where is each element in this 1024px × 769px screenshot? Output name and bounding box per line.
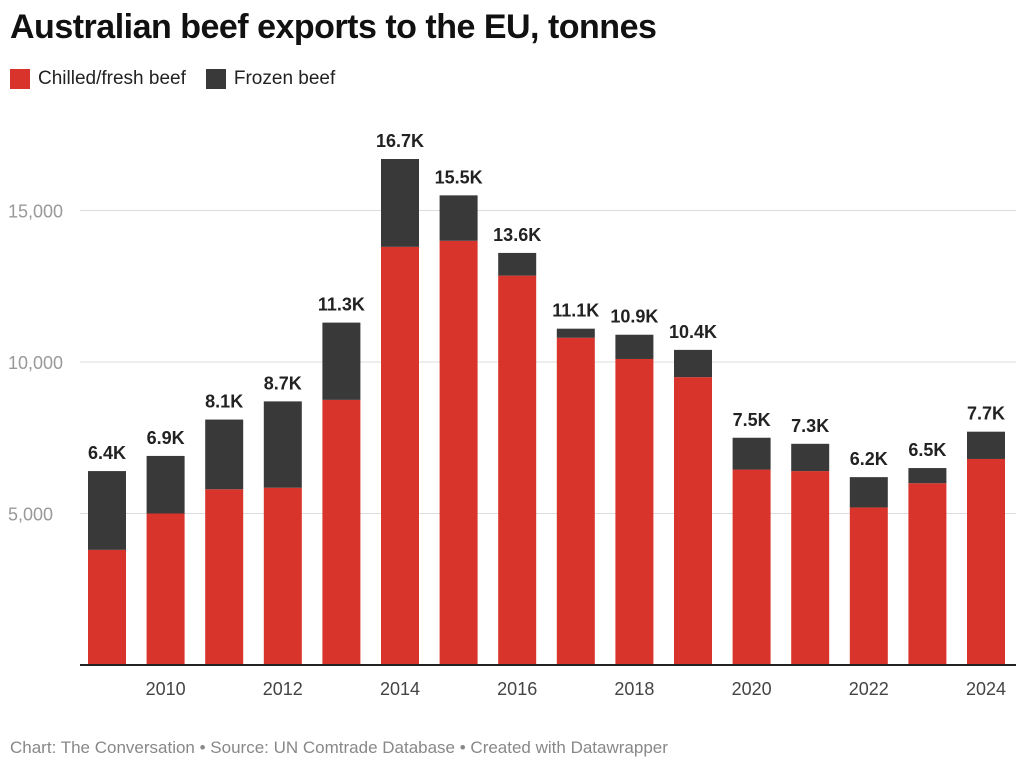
bar-frozen (88, 471, 126, 550)
total-data-label: 11.3K (318, 295, 365, 315)
bar-chilled (908, 483, 947, 665)
y-tick-label: 15,000 (8, 202, 63, 222)
x-tick-label: 2010 (146, 679, 186, 699)
bar-frozen (674, 349, 712, 378)
total-data-label: 6.9K (147, 428, 185, 448)
x-tick-label: 2014 (380, 679, 420, 699)
bar-frozen (439, 195, 478, 241)
bar-frozen (908, 468, 947, 484)
bar-chilled (849, 507, 888, 665)
bar-frozen (263, 401, 302, 488)
bar-chilled (615, 358, 654, 665)
total-data-label: 6.4K (88, 443, 126, 463)
bar-frozen (967, 431, 1005, 459)
total-data-label: 6.2K (850, 449, 888, 469)
x-tick-label: 2024 (966, 679, 1006, 699)
total-data-label: 10.9K (610, 307, 658, 327)
bar-chilled (146, 513, 185, 665)
legend-item-frozen: Frozen beef (205, 68, 336, 90)
bar-chilled (674, 377, 712, 665)
total-data-label: 15.5K (435, 167, 483, 187)
total-data-label: 16.7K (376, 131, 424, 151)
bar-chilled (381, 246, 419, 666)
legend-item-chilled: Chilled/fresh beef (10, 68, 186, 90)
bar-chilled (263, 487, 302, 665)
bar-chilled (205, 489, 244, 665)
total-data-label: 8.7K (264, 373, 302, 393)
bar-chilled (791, 471, 830, 665)
bar-chilled (967, 458, 1005, 665)
bar-frozen (322, 322, 361, 400)
bar-chilled (732, 469, 771, 665)
bar-frozen (381, 158, 419, 247)
legend-label-chilled: Chilled/fresh beef (38, 68, 186, 89)
x-tick-label: 2022 (849, 679, 889, 699)
y-tick-label: 10,000 (8, 353, 63, 373)
legend: Chilled/fresh beef Frozen beef (10, 68, 355, 90)
total-data-label: 7.5K (733, 410, 771, 430)
x-tick-label: 2018 (614, 679, 654, 699)
legend-swatch-chilled (10, 69, 30, 89)
legend-label-frozen: Frozen beef (233, 68, 336, 89)
legend-swatch-frozen (205, 69, 226, 89)
bar-frozen (146, 455, 185, 514)
chart-title: Australian beef exports to the EU, tonne… (10, 8, 657, 46)
bar-frozen (791, 443, 830, 472)
x-tick-label: 2016 (497, 679, 537, 699)
total-data-label: 11.1K (552, 301, 599, 321)
bar-chilled (322, 399, 361, 665)
bar-chilled (498, 275, 537, 665)
footer-credit: Chart: The Conversation • Source: UN Com… (10, 738, 668, 757)
total-data-label: 7.3K (791, 416, 829, 436)
bar-chilled (556, 337, 595, 665)
total-data-label: 6.5K (908, 440, 946, 460)
x-tick-label: 2012 (263, 679, 303, 699)
x-tick-label: 2020 (732, 679, 772, 699)
bar-frozen (205, 419, 244, 490)
bar-chilled (88, 549, 126, 665)
total-data-label: 13.6K (493, 225, 541, 245)
bar-frozen (498, 252, 537, 276)
y-tick-label: 5,000 (8, 505, 53, 525)
total-data-label: 10.4K (669, 322, 717, 342)
bar-frozen (732, 437, 771, 470)
total-data-label: 7.7K (967, 404, 1005, 424)
bar-chart: 5,000 10,000 15,000 6.4K 6.9K 8.1K 8.7K 11.3K 16… (8, 131, 1016, 699)
total-data-label: 8.1K (205, 392, 243, 412)
bar-chilled (439, 240, 478, 666)
bar-frozen (849, 477, 888, 508)
bar-frozen (556, 328, 595, 338)
bar-frozen (615, 334, 654, 359)
